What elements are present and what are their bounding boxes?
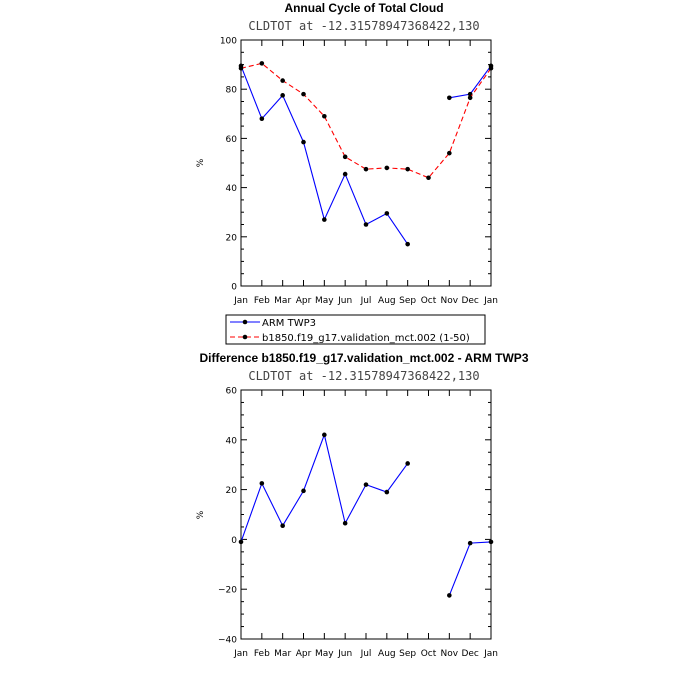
top-x-tick-label: Nov <box>441 296 459 306</box>
legend-marker-arm <box>242 319 248 325</box>
top-x-tick-label: Apr <box>296 296 312 306</box>
top-series-model-point <box>322 113 327 119</box>
bottom-x-tick-label: Oct <box>421 649 437 659</box>
top-panel: Annual Cycle of Total Cloud CLDTOT at -1… <box>196 1 498 345</box>
top-series-arm-point <box>447 95 452 101</box>
top-series-model-point <box>342 154 348 160</box>
bottom-y-tick-label: 40 <box>226 436 238 446</box>
top-x-tick-label: Feb <box>254 296 270 306</box>
top-x-tick-label: Dec <box>461 296 478 306</box>
top-x-tick-label: Jan <box>483 296 498 306</box>
top-series-arm-point <box>363 222 369 227</box>
bottom-series-difference-line <box>240 432 409 543</box>
top-series-arm-point <box>405 241 410 247</box>
bottom-y-tick-label: 0 <box>231 536 237 546</box>
top-x-tick-label: May <box>315 296 334 306</box>
top-series-model-line <box>240 62 492 179</box>
bottom-x-tick-label: Jan <box>233 649 248 659</box>
top-series-model-point <box>447 150 452 156</box>
bottom-series-difference-point <box>322 432 327 438</box>
bottom-axes: −40 −20 0 20 40 60 Jan Feb Mar Apr May Jun Jul Aug Sep… <box>218 387 498 660</box>
top-series-arm-point <box>342 171 348 177</box>
top-series-model-point <box>405 166 410 172</box>
bottom-plot-frame <box>240 389 492 640</box>
top-series-model-point <box>280 78 285 83</box>
top-y-tick-label: 0 <box>231 283 237 293</box>
bottom-series-difference-point <box>405 461 410 466</box>
bottom-series-difference-point <box>238 539 244 545</box>
bottom-series-difference-line <box>448 541 492 596</box>
bottom-x-tick-label: Feb <box>254 649 270 659</box>
bottom-y-tick-label: −20 <box>218 586 237 596</box>
top-x-tick-label: Jun <box>337 296 352 306</box>
bottom-x-tick-label: Jul <box>360 649 372 659</box>
bottom-x-tick-label: Jun <box>337 649 352 659</box>
top-x-tick-label: Aug <box>378 296 396 306</box>
legend-box <box>225 314 486 345</box>
bottom-y-tick-label: −40 <box>218 636 237 646</box>
bottom-x-tick-label: Apr <box>296 649 312 659</box>
top-series-arm-point <box>322 217 327 222</box>
top-series-model-point <box>467 95 473 101</box>
bottom-chart-title: Difference b1850.f19_g17.validation_mct.… <box>199 351 528 365</box>
top-series-model-point <box>238 65 244 71</box>
top-y-tick-label: 40 <box>226 184 238 194</box>
legend: ARM TWP3 b1850.f19_g17.validation_mct.00… <box>225 314 486 345</box>
top-axes: 0 20 40 60 80 100 Jan Feb Mar Apr May Jun Jul Aug Sep O… <box>220 37 498 307</box>
top-y-tick-label: 60 <box>226 135 238 145</box>
bottom-x-tick-label: Aug <box>378 649 396 659</box>
bottom-x-tick-label: Nov <box>441 649 459 659</box>
bottom-y-tick-label: 60 <box>226 387 238 397</box>
bottom-y-axis-label: % <box>196 510 206 519</box>
top-y-tick-label: 80 <box>226 86 238 96</box>
top-series-arm-point <box>280 93 285 98</box>
top-series-model-point <box>301 91 306 97</box>
top-x-tick-label: Mar <box>274 296 291 306</box>
top-x-tick-label: Oct <box>421 296 437 306</box>
bottom-series-difference-point <box>280 523 285 529</box>
top-chart-subtitle: CLDTOT at -12.31578947368422,130 <box>248 19 479 33</box>
bottom-y-tick-label: 20 <box>226 486 238 496</box>
bottom-series-difference-point <box>384 489 390 495</box>
top-series-model-point <box>488 65 494 71</box>
bottom-x-tick-label: Dec <box>461 649 478 659</box>
top-chart-title: Annual Cycle of Total Cloud <box>284 1 443 15</box>
top-series-model-point <box>259 61 265 66</box>
top-series-arm-point <box>259 116 265 122</box>
bottom-x-tick-label: Jan <box>483 649 498 659</box>
top-y-tick-label: 100 <box>220 37 237 47</box>
bottom-series-difference-point <box>467 540 473 546</box>
legend-label-arm: ARM TWP3 <box>262 318 316 329</box>
top-series <box>238 61 494 247</box>
bottom-chart-subtitle: CLDTOT at -12.31578947368422,130 <box>248 369 479 383</box>
bottom-series-difference-point <box>447 593 452 598</box>
bottom-series-difference-point <box>259 481 265 486</box>
bottom-series-difference-point <box>488 539 494 545</box>
top-series-arm-point <box>301 139 306 145</box>
bottom-series-difference-point <box>342 520 348 526</box>
bottom-x-tick-label: Sep <box>399 649 416 659</box>
bottom-series-difference-point <box>301 488 306 494</box>
top-series-model-point <box>426 175 431 181</box>
legend-marker-model <box>242 334 248 340</box>
top-x-tick-label: Sep <box>399 296 416 306</box>
bottom-x-tick-label: Mar <box>274 649 291 659</box>
top-y-tick-label: 20 <box>226 233 238 243</box>
top-y-axis-label: % <box>196 158 206 167</box>
top-series-model-point <box>384 165 390 171</box>
top-x-tick-label: Jan <box>233 296 248 306</box>
top-series-arm-point <box>384 211 390 216</box>
top-series-model-point <box>363 166 369 172</box>
bottom-series-difference-point <box>363 482 369 487</box>
bottom-series <box>238 432 494 598</box>
bottom-x-tick-label: May <box>315 649 334 659</box>
legend-label-model: b1850.f19_g17.validation_mct.002 (1-50) <box>262 333 470 344</box>
bottom-panel: Difference b1850.f19_g17.validation_mct.… <box>196 351 529 659</box>
top-x-tick-label: Jul <box>360 296 372 306</box>
